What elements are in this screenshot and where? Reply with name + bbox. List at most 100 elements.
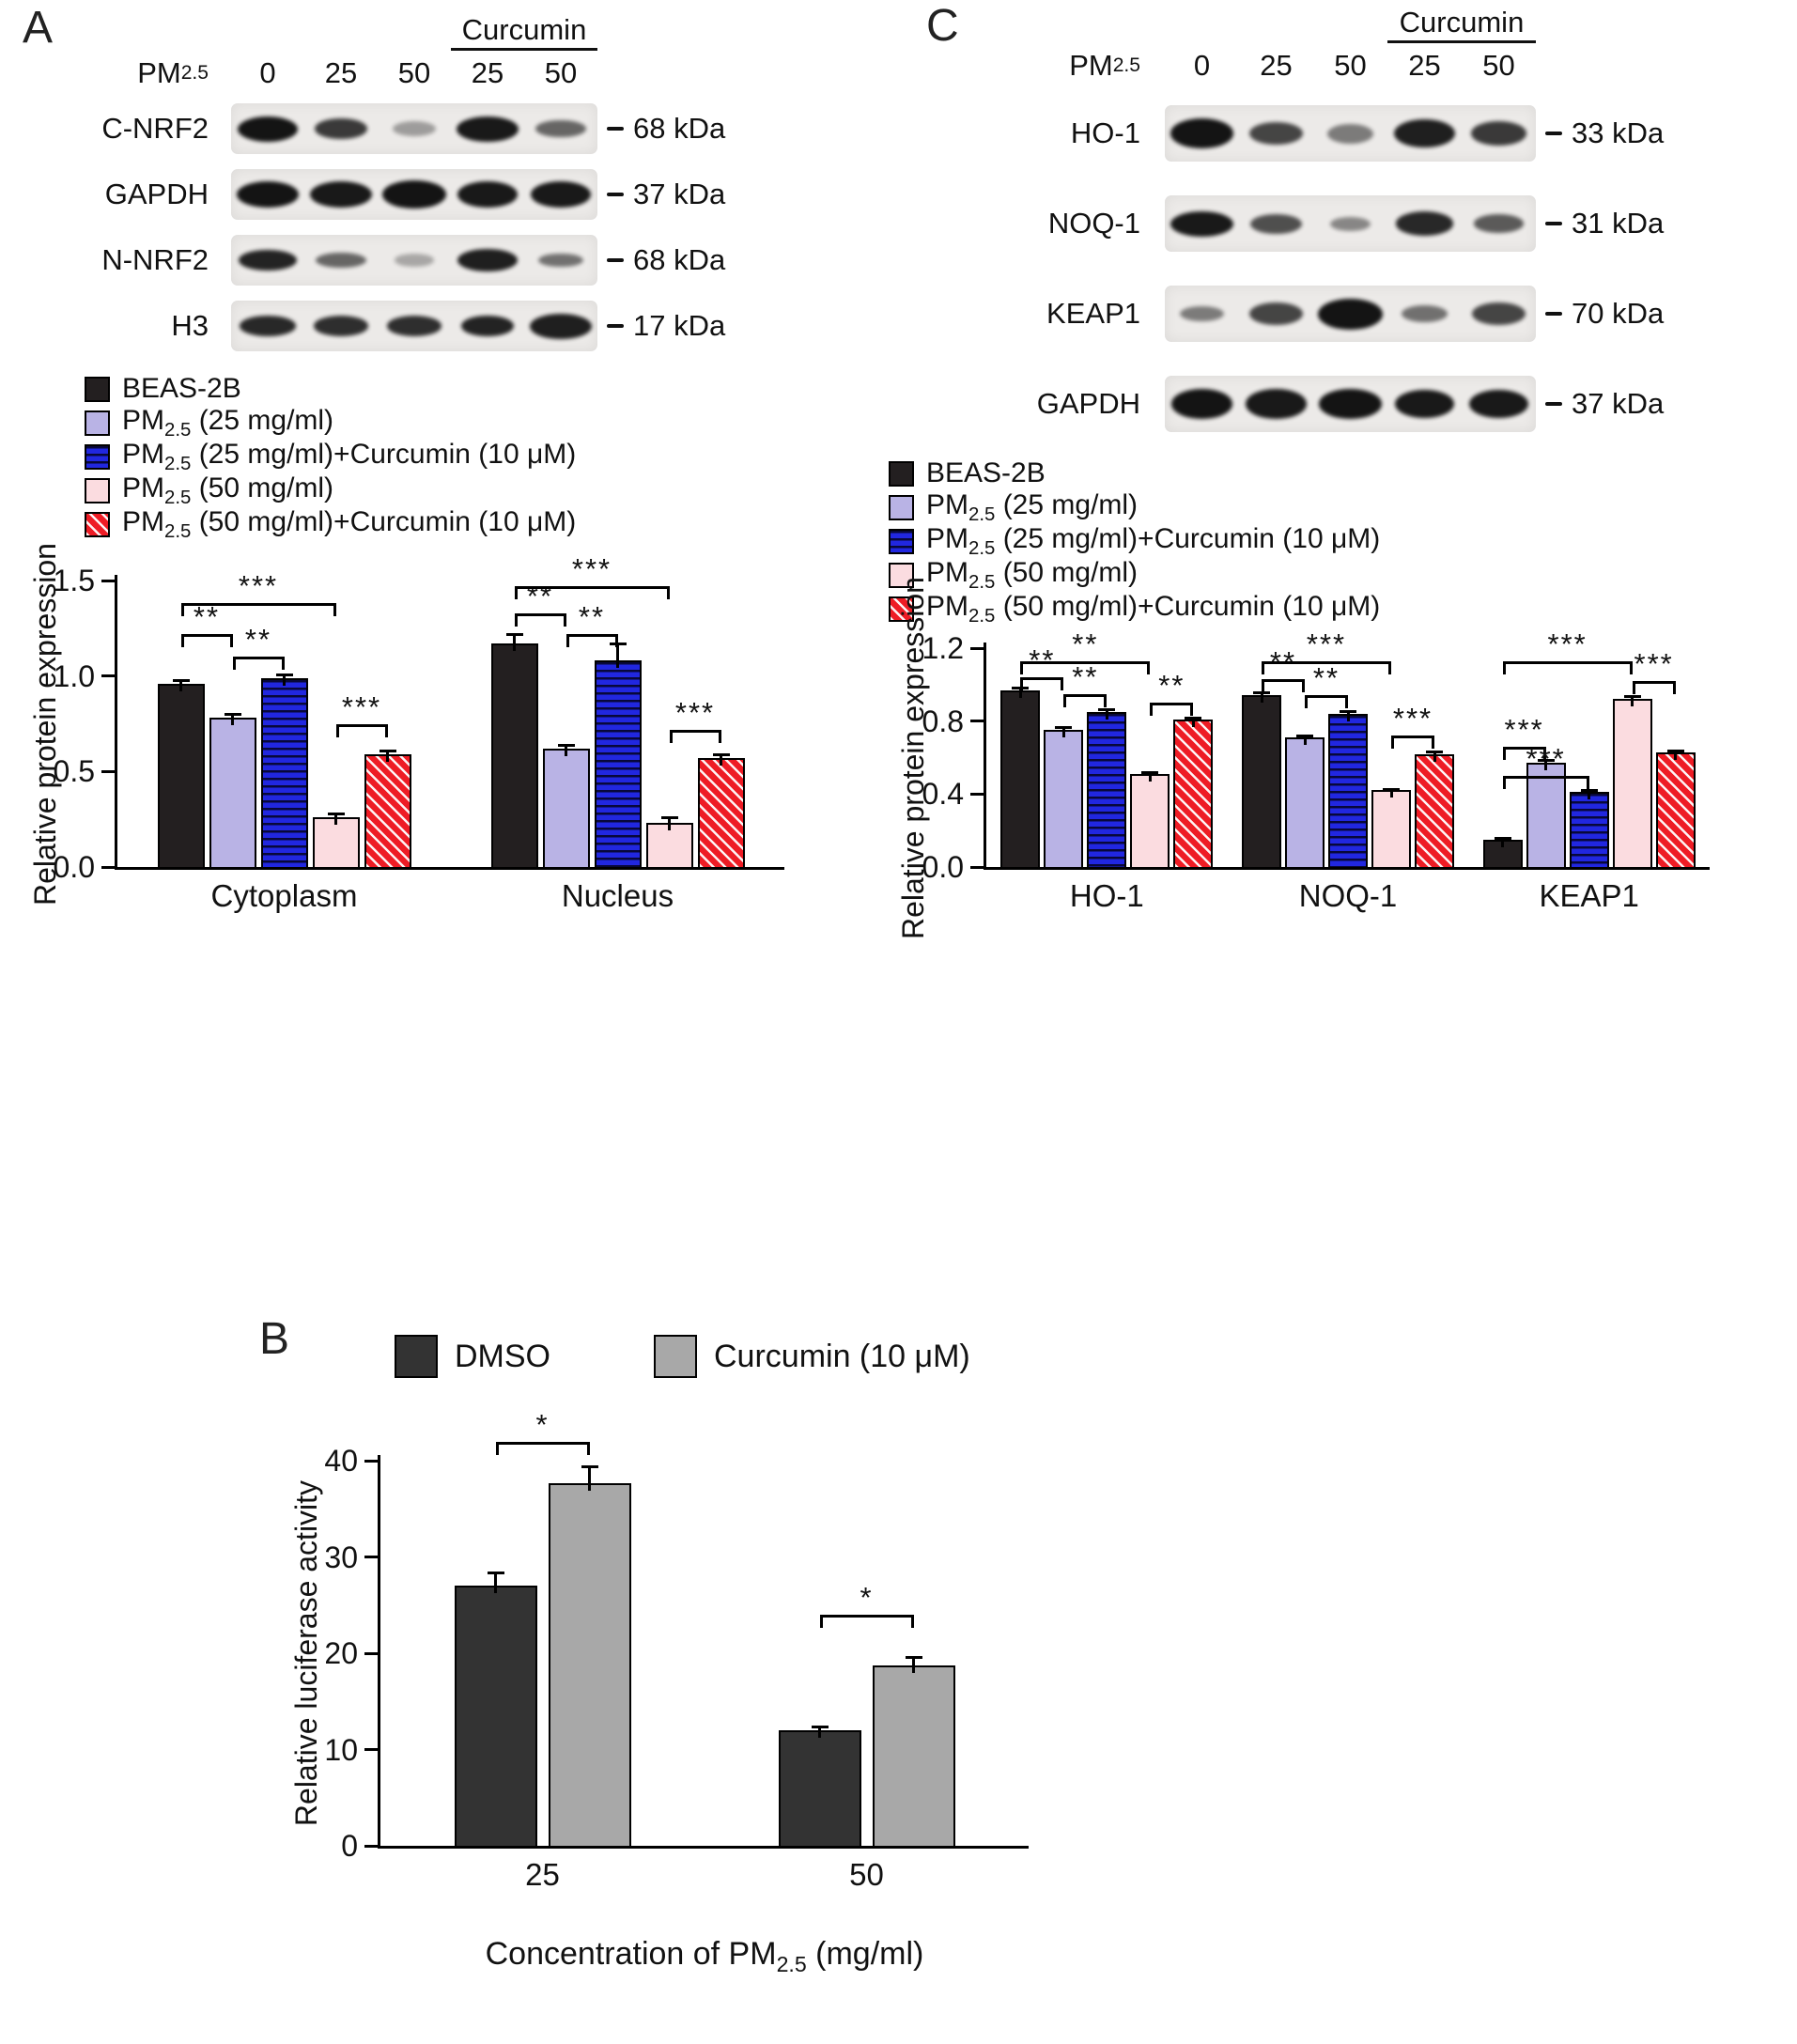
blot-lane-strip	[1165, 195, 1536, 252]
significance-bracket	[1632, 680, 1676, 694]
legend-label: PM2.5 (50 mg/ml)	[122, 472, 334, 508]
error-bar	[1631, 696, 1634, 707]
kda-label: 37 kDa	[1572, 387, 1665, 420]
bar-curcumin	[872, 1665, 955, 1846]
panel-c-bar-chart: Relative protein expression 0.0 0.4 0.8 1.2 *…	[883, 562, 1785, 984]
y-axis-tick	[364, 1556, 378, 1558]
error-bar-cap	[1426, 750, 1443, 753]
significance-stars: ***	[1526, 741, 1566, 775]
error-bar-cap	[581, 1465, 598, 1469]
bar-red	[1173, 719, 1214, 867]
protein-band	[457, 248, 518, 272]
bar-pink	[1612, 699, 1652, 867]
legend-label: PM2.5 (25 mg/ml)+Curcumin (10 μM)	[926, 522, 1381, 559]
significance-bracket	[1150, 703, 1194, 717]
legend-item: PM2.5 (50 mg/ml)+Curcumin (10 μM)	[85, 505, 577, 542]
y-tick-label: 30	[324, 1540, 358, 1574]
significance-stars: **	[1072, 627, 1099, 660]
bar-lavender	[1044, 730, 1084, 867]
protein-band	[531, 180, 591, 209]
kda-label: 31 kDa	[1572, 207, 1665, 240]
category-label: KEAP1	[1539, 878, 1639, 913]
bar-pink	[1130, 773, 1170, 867]
error-bar	[283, 674, 286, 686]
legend-swatch-black	[889, 460, 914, 487]
error-bar-cap	[224, 713, 241, 717]
error-bar	[1191, 717, 1195, 727]
category-label: 50	[849, 1857, 884, 1892]
kda-label: 17 kDa	[633, 309, 726, 342]
curcumin-treatment-label: Curcumin	[1387, 6, 1536, 43]
x-axis-label: Concentration of PM2.5 (mg/ml)	[485, 1936, 924, 1976]
significance-stars: **	[244, 623, 272, 657]
error-bar	[513, 633, 516, 652]
protein-band	[1468, 390, 1529, 418]
bar-black	[1000, 689, 1041, 867]
legend-item: PM2.5 (25 mg/ml)+Curcumin (10 μM)	[889, 522, 1381, 559]
significance-stars: ***	[571, 552, 612, 586]
kda-label: 68 kDa	[633, 243, 726, 276]
legend-label: DMSO	[455, 1338, 550, 1374]
y-axis-tick	[364, 1844, 378, 1848]
protein-band	[1317, 298, 1384, 330]
legend-swatch-blue	[85, 443, 110, 470]
significance-bracket	[495, 1441, 590, 1455]
error-bar	[1061, 727, 1065, 738]
legend-swatch-blue	[889, 528, 914, 554]
significance-stars: ***	[238, 569, 279, 603]
legend-label: BEAS-2B	[122, 373, 241, 404]
significance-bracket	[1502, 660, 1633, 674]
protein-band	[314, 117, 368, 140]
significance-bracket	[669, 729, 721, 743]
error-bar-cap	[1580, 789, 1598, 793]
dose-label: 0	[259, 56, 276, 89]
kda-marker-dash	[1545, 132, 1562, 135]
legend-item: PM2.5 (25 mg/ml)+Curcumin (10 μM)	[85, 438, 577, 474]
error-bar	[1148, 772, 1152, 782]
protein-label: H3	[171, 309, 209, 342]
error-bar	[1501, 837, 1505, 847]
protein-band	[316, 252, 366, 269]
protein-band	[1170, 210, 1234, 237]
protein-band	[1246, 389, 1307, 419]
error-bar-cap	[811, 1725, 829, 1728]
legend-item: PM2.5 (50 mg/ml)	[85, 472, 576, 508]
protein-band	[1329, 216, 1371, 231]
legend-label: PM2.5 (25 mg/ml)+Curcumin (10 μM)	[122, 438, 577, 474]
protein-band	[1472, 302, 1526, 325]
protein-band	[313, 316, 369, 336]
legend-item: PM2.5 (25 mg/ml)	[85, 405, 576, 441]
legend-label: PM2.5 (50 mg/ml)+Curcumin (10 μM)	[122, 505, 577, 542]
significance-bracket	[1063, 693, 1108, 707]
category-label: HO-1	[1069, 878, 1144, 913]
kda-label: 37 kDa	[633, 178, 726, 210]
protein-band	[1170, 118, 1234, 148]
y-axis-tick	[364, 1651, 378, 1655]
error-bar	[1674, 750, 1678, 760]
protein-band	[386, 316, 442, 336]
error-bar	[1303, 736, 1307, 746]
bar-lavender	[542, 748, 590, 867]
significance-stars: **	[1312, 661, 1340, 695]
protein-band	[529, 313, 593, 339]
significance-stars: ***	[674, 695, 716, 729]
protein-band	[236, 180, 300, 209]
legend-item: PM2.5 (25 mg/ml)	[889, 489, 1380, 525]
significance-stars: ***	[341, 689, 382, 723]
panel-a-label: A	[23, 3, 54, 53]
significance-bracket	[1262, 660, 1391, 674]
legend-label: PM2.5 (50 mg/ml)	[926, 556, 1139, 593]
error-bar-cap	[660, 816, 678, 820]
bar-dmso	[778, 1730, 861, 1846]
y-tick-label: 20	[324, 1636, 358, 1670]
error-bar-cap	[1537, 759, 1555, 763]
legend-swatch-pink	[85, 477, 110, 503]
dose-label: 50	[544, 56, 578, 89]
protein-label: HO-1	[1070, 116, 1140, 149]
y-axis-tick	[970, 720, 984, 723]
bar-red	[1415, 753, 1454, 867]
y-tick-label: 0	[341, 1829, 358, 1863]
bar-lavender	[209, 718, 256, 867]
error-bar-cap	[1296, 735, 1313, 738]
category-label: NOQ-1	[1298, 878, 1398, 913]
